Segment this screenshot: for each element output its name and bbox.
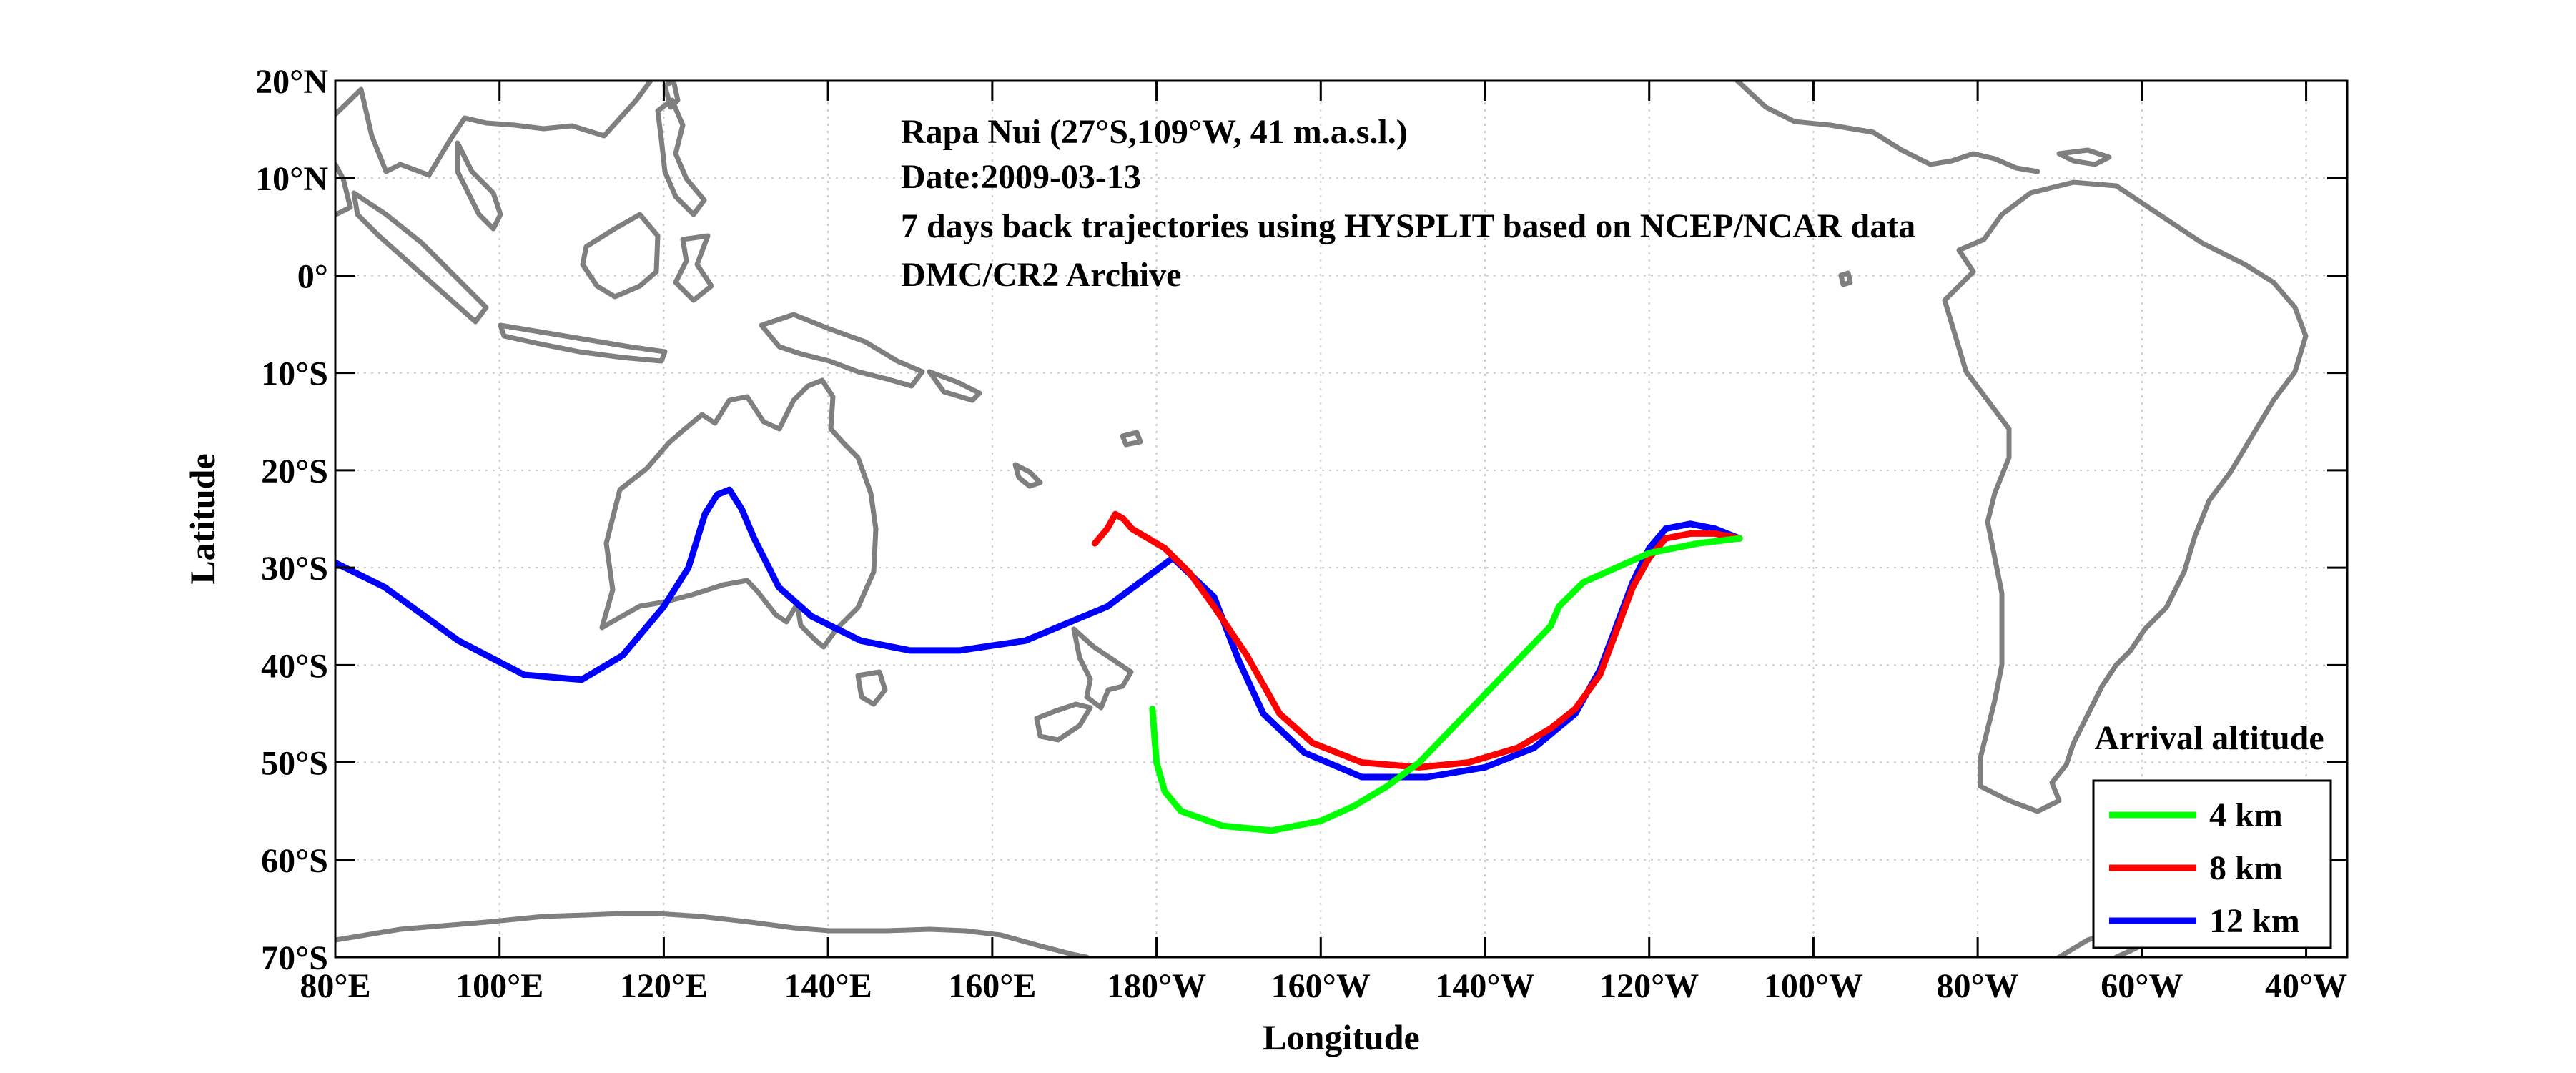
x-tick-label: 140°W [1435, 967, 1534, 1005]
x-tick-label: 80°E [300, 967, 370, 1005]
coastline-new-caledonia [1012, 462, 1043, 489]
annotation-method: 7 days back trajectories using HYSPLIT b… [901, 207, 1915, 245]
y-tick-labels: 20°N 10°N 0° 10°S 20°S 30°S 40°S 50°S 60°S 70°S [255, 63, 328, 977]
coastline-australia [599, 377, 879, 650]
coastline-new-zealand-north [1071, 626, 1134, 711]
plot-frame [334, 79, 2349, 959]
x-tick-label: 180°W [1107, 967, 1206, 1005]
x-axis-label: Longitude [1263, 1017, 1420, 1057]
x-tick-label: 100°W [1764, 967, 1863, 1005]
trajectory-line-8-km [1091, 510, 1743, 771]
x-tick-label: 140°E [784, 967, 872, 1005]
legend-label: 4 km [2209, 796, 2283, 834]
y-tick-label: 70°S [261, 939, 328, 977]
axis-ticks [334, 79, 2347, 959]
x-tick-label: 120°W [1599, 967, 1699, 1005]
annotation-block: Rapa Nui (27°S,109°W, 41 m.a.s.l.) Date:… [901, 113, 1915, 294]
y-tick-label: 60°S [261, 842, 328, 880]
y-tick-label: 10°S [261, 355, 328, 393]
x-tick-label: 80°W [1937, 967, 2019, 1005]
coastline-malay-peninsula [455, 140, 503, 232]
coastline-sulawesi [673, 233, 714, 303]
x-tick-label: 160°E [948, 967, 1036, 1005]
coastlines [335, 81, 2309, 957]
y-tick-label: 40°S [261, 647, 328, 685]
coastline-caribbean [2056, 147, 2112, 167]
coastline-solomon [927, 369, 982, 403]
coastline-asia-mainland [335, 81, 653, 178]
legend: 4 km 8 km 12 km [2092, 779, 2332, 949]
coastline-galapagos [1838, 270, 1853, 287]
coastline-north-america [1734, 81, 2040, 174]
x-tick-label: 160°W [1271, 967, 1371, 1005]
coastline-new-guinea [759, 312, 925, 389]
y-tick-label: 20°S [261, 453, 328, 490]
coastline-south-america [1942, 179, 2309, 814]
annotation-date: Date:2009-03-13 [901, 158, 1141, 196]
y-axis-label: Latitude [182, 453, 222, 584]
x-tick-label: 100°E [455, 967, 543, 1005]
coastline-philippines [655, 97, 707, 217]
y-tick-label: 30°S [261, 550, 328, 588]
annotation-station: Rapa Nui (27°S,109°W, 41 m.a.s.l.) [901, 113, 1408, 151]
coastline-borneo [580, 212, 661, 300]
coastline-java [498, 322, 668, 364]
coastline-antarctica [335, 911, 1090, 957]
coastline-fiji [1120, 430, 1143, 448]
legend-title: Arrival altitude [2094, 719, 2324, 757]
x-tick-labels: 80°E 100°E 120°E 140°E 160°E 180°W 160°W 140°W 1… [300, 967, 2347, 1005]
trajectory-line-4-km [1149, 535, 1743, 834]
legend-label: 8 km [2209, 849, 2283, 887]
trajectory-lines [335, 486, 1743, 834]
y-tick-label: 0° [297, 257, 328, 295]
x-tick-label: 40°W [2265, 967, 2347, 1005]
coastline-india-tip [335, 162, 353, 217]
annotation-archive: DMC/CR2 Archive [901, 256, 1181, 294]
coastline-tasmania [855, 669, 888, 707]
coastline-new-zealand-south [1034, 701, 1093, 743]
coastline-taiwan [662, 81, 681, 110]
y-tick-label: 10°N [255, 160, 328, 198]
x-tick-label: 60°W [2101, 967, 2183, 1005]
y-tick-label: 20°N [255, 63, 328, 101]
coastline-sumatra [351, 190, 489, 325]
legend-label: 12 km [2209, 902, 2300, 940]
y-tick-label: 50°S [261, 745, 328, 783]
x-tick-label: 120°E [620, 967, 708, 1005]
